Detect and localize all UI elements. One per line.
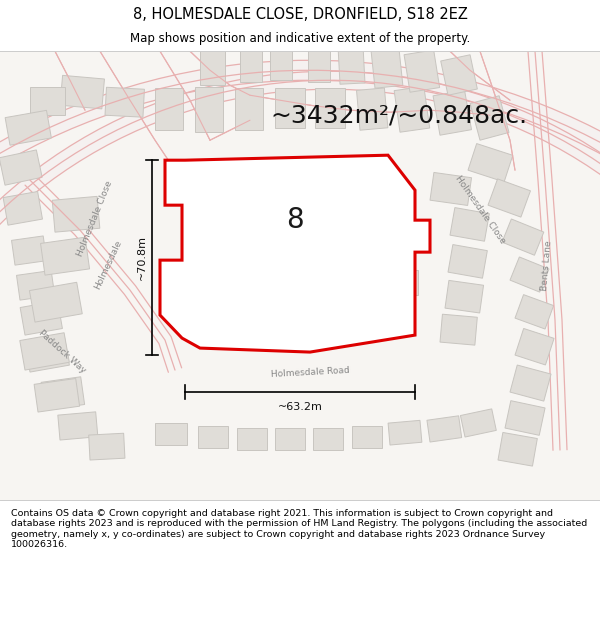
Bar <box>388 270 418 295</box>
Bar <box>498 432 538 466</box>
Bar <box>371 48 403 88</box>
Bar <box>262 166 287 196</box>
Text: Paddock Way: Paddock Way <box>37 329 87 376</box>
Bar <box>356 88 388 130</box>
Bar <box>275 88 305 128</box>
Polygon shape <box>160 155 430 352</box>
Bar <box>0 150 42 185</box>
Bar <box>198 426 228 448</box>
Bar <box>404 50 440 92</box>
Bar <box>235 88 263 130</box>
Text: ~63.2m: ~63.2m <box>278 402 322 412</box>
Bar <box>510 365 551 401</box>
Bar <box>41 377 85 410</box>
Bar <box>352 426 382 448</box>
Bar <box>440 314 478 345</box>
Bar <box>433 90 472 135</box>
Bar <box>441 55 478 95</box>
Text: Bents Lane: Bents Lane <box>541 239 554 291</box>
Bar <box>232 168 257 198</box>
Bar <box>200 48 225 85</box>
Bar <box>510 257 549 292</box>
Bar <box>52 196 100 232</box>
Bar <box>58 412 98 440</box>
Bar <box>29 282 82 322</box>
Bar <box>275 428 305 450</box>
Bar <box>30 88 65 115</box>
Bar <box>20 301 62 335</box>
Bar <box>278 273 308 298</box>
Bar <box>155 88 183 130</box>
Bar <box>17 271 55 300</box>
Bar <box>352 272 382 297</box>
Bar <box>445 281 484 313</box>
Text: Contains OS data © Crown copyright and database right 2021. This information is : Contains OS data © Crown copyright and d… <box>11 509 587 549</box>
Text: Holmesdale: Holmesdale <box>92 239 124 291</box>
Bar <box>200 168 228 200</box>
Text: Holmesdale Road: Holmesdale Road <box>271 366 350 379</box>
Bar <box>270 48 292 80</box>
Text: Map shows position and indicative extent of the property.: Map shows position and indicative extent… <box>130 32 470 45</box>
Polygon shape <box>0 71 600 501</box>
Text: 8, HOLMESDALE CLOSE, DRONFIELD, S18 2EZ: 8, HOLMESDALE CLOSE, DRONFIELD, S18 2EZ <box>133 7 467 22</box>
Bar <box>155 423 187 445</box>
Text: Holmesdale Close: Holmesdale Close <box>76 179 115 258</box>
Bar <box>313 428 343 450</box>
Bar <box>468 144 513 182</box>
Bar <box>20 332 70 370</box>
Bar <box>41 238 89 275</box>
Bar <box>240 272 270 297</box>
Text: 8: 8 <box>286 206 304 234</box>
Bar <box>315 88 345 128</box>
Bar <box>315 273 345 298</box>
Bar <box>3 191 43 225</box>
Bar <box>505 401 545 436</box>
Bar <box>515 329 554 365</box>
Polygon shape <box>0 60 600 625</box>
Bar <box>365 167 393 195</box>
Bar <box>105 88 145 118</box>
Bar <box>60 76 104 109</box>
Bar <box>470 96 509 140</box>
Bar <box>332 165 360 195</box>
Bar <box>502 219 544 255</box>
Bar <box>338 45 365 84</box>
Bar <box>460 409 496 437</box>
Bar <box>430 173 472 206</box>
Bar <box>11 236 47 265</box>
Bar <box>427 416 461 442</box>
Bar <box>89 433 125 460</box>
Bar <box>34 379 80 412</box>
Bar <box>25 336 70 372</box>
Text: Holmesdale Close: Holmesdale Close <box>453 174 507 246</box>
Text: Holmesdale Close: Holmesdale Close <box>260 158 340 167</box>
Bar <box>488 179 530 217</box>
Bar <box>200 270 232 295</box>
Bar <box>295 165 325 195</box>
Bar <box>448 244 487 278</box>
Text: ~3432m²/~0.848ac.: ~3432m²/~0.848ac. <box>270 103 527 127</box>
Bar <box>195 88 223 132</box>
Bar <box>5 111 52 145</box>
Bar <box>240 48 262 82</box>
Bar <box>394 86 430 132</box>
Text: ~70.8m: ~70.8m <box>137 235 147 280</box>
Bar <box>388 421 422 445</box>
Bar <box>308 48 330 82</box>
Bar <box>237 428 267 450</box>
Bar <box>450 208 490 241</box>
Bar <box>515 294 554 329</box>
